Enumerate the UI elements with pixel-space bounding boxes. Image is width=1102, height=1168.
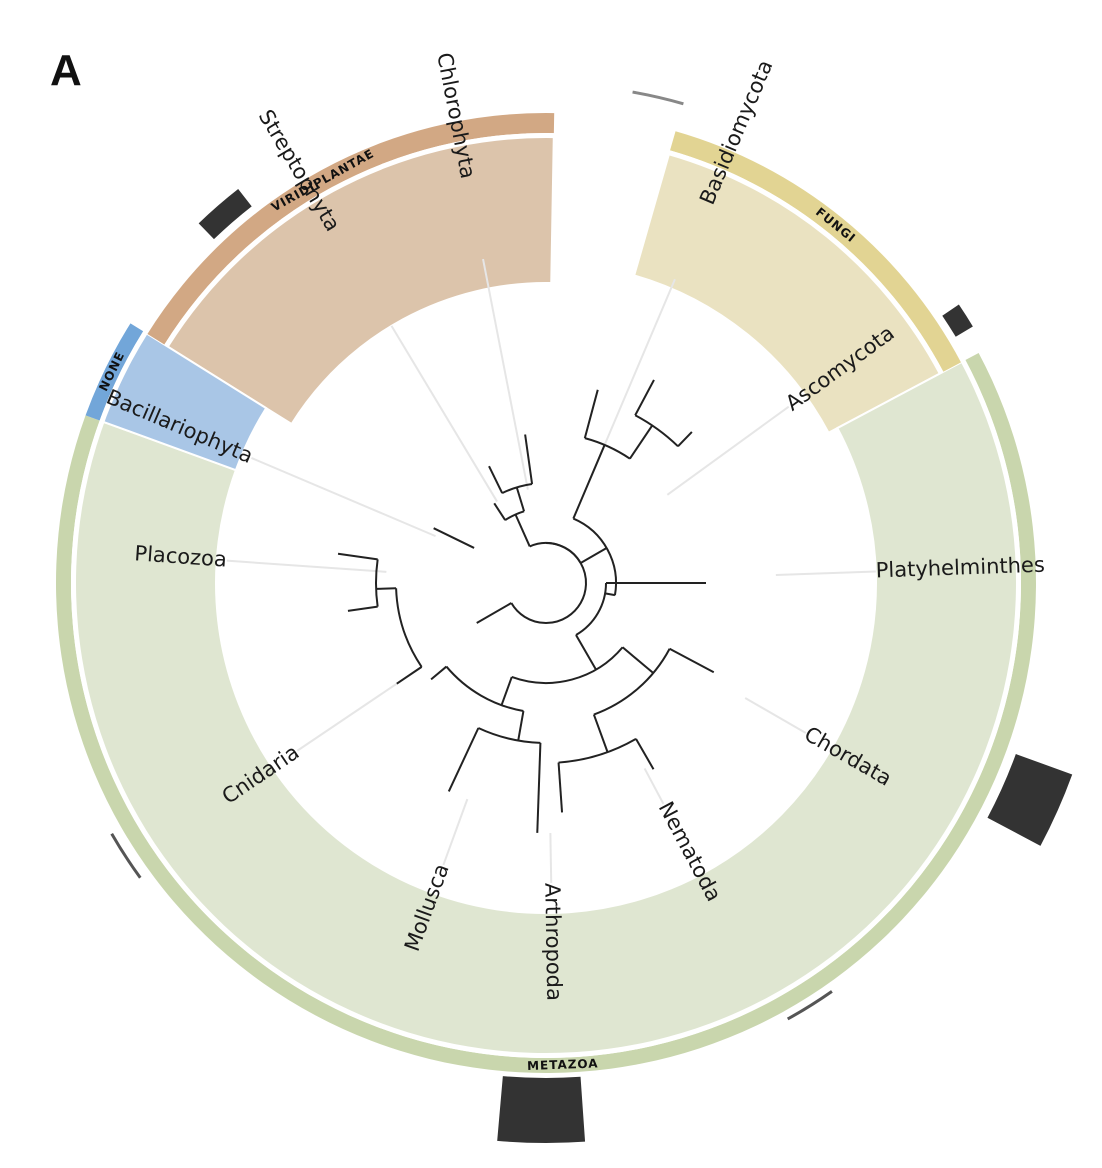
taxon-label-platyhelminthes: Platyhelminthes	[875, 553, 1045, 583]
branch-arc	[634, 414, 679, 448]
branch-segment	[376, 587, 397, 590]
branch-segment	[621, 646, 654, 674]
branch-arc	[504, 510, 525, 521]
marker-block	[942, 304, 973, 337]
branch-segment	[677, 431, 693, 448]
strip-none	[85, 323, 144, 421]
marker-tick	[786, 990, 833, 1021]
branch-arc	[511, 646, 624, 684]
branch-segment	[669, 647, 715, 674]
branch-segment	[396, 666, 423, 685]
branch-segment	[524, 434, 534, 485]
taxon-bands	[70, 132, 1022, 1059]
branch-segment	[536, 742, 542, 833]
leader-line	[251, 457, 436, 538]
strip-viridiplantae	[147, 112, 555, 345]
leader-line	[442, 798, 469, 866]
branch-segment	[575, 634, 597, 671]
marker-block	[497, 1076, 586, 1143]
branch-arc	[584, 437, 631, 460]
branch-arc	[510, 542, 587, 624]
branch-segment	[476, 602, 512, 624]
branch-arc	[395, 588, 423, 668]
leader-line	[643, 767, 665, 805]
branch-segment	[572, 444, 606, 519]
branch-segment	[583, 389, 599, 439]
strip-fungi	[670, 131, 961, 372]
branch-segment	[488, 465, 504, 494]
leader-line	[775, 570, 876, 576]
marker-tick	[632, 90, 684, 106]
leader-line	[549, 832, 553, 883]
group-strips	[55, 112, 1037, 1073]
branch-segment	[337, 552, 378, 561]
branch-arc	[445, 665, 524, 713]
branch-segment	[430, 665, 448, 681]
branch-segment	[493, 502, 506, 521]
branch-arc	[558, 738, 637, 764]
leader-line	[390, 325, 498, 503]
branch-segment	[629, 424, 654, 460]
branch-arc	[593, 648, 671, 716]
branch-arc	[572, 517, 617, 596]
outer-markers	[110, 90, 1073, 1143]
leader-line	[666, 405, 790, 496]
group-label-metazoa: METAZOA	[527, 1056, 599, 1072]
marker-block	[198, 188, 252, 240]
branch-segment	[447, 727, 480, 792]
branch-segment	[592, 714, 609, 753]
branch-arc	[575, 582, 607, 636]
branch-arc	[375, 559, 379, 607]
leader-line	[482, 258, 529, 490]
branch-arc	[477, 727, 541, 744]
band-separator-viridiplantae	[164, 133, 554, 348]
taxon-label-arthropoda: Arthropoda	[540, 883, 566, 1001]
branch-segment	[634, 379, 655, 416]
branch-segment	[557, 762, 564, 813]
branch-segment	[500, 676, 513, 706]
branch-segment	[580, 547, 608, 564]
leader-line	[226, 559, 387, 573]
marker-tick	[110, 833, 142, 879]
panel-label: A	[50, 46, 82, 95]
leader-line	[744, 697, 807, 734]
tree-branches	[337, 379, 715, 833]
marker-block	[987, 754, 1073, 846]
branch-segment	[604, 592, 616, 597]
branch-segment	[433, 527, 475, 549]
branch-segment	[517, 710, 525, 741]
leader-lines	[226, 258, 876, 883]
branch-segment	[347, 605, 378, 612]
branch-segment	[635, 738, 655, 770]
branch-segment	[514, 514, 531, 547]
branch-segment	[515, 487, 526, 512]
